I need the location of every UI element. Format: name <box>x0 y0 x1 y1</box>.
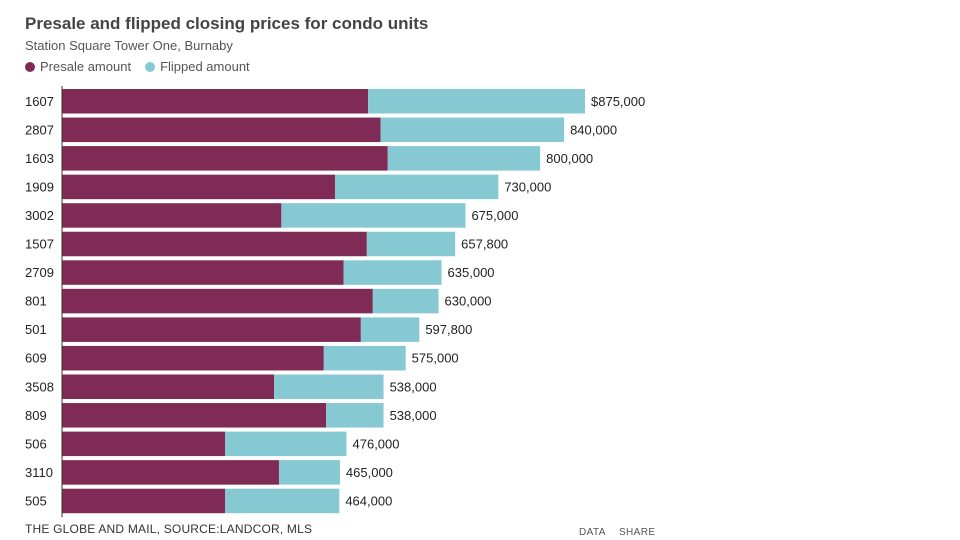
footer-links: DATA SHARE <box>579 527 665 538</box>
presale-bar <box>62 89 369 114</box>
presale-bar <box>62 203 282 228</box>
category-label: 3110 <box>25 465 53 480</box>
category-label: 506 <box>25 436 47 451</box>
flipped-bar <box>360 317 420 342</box>
presale-bar <box>62 260 344 285</box>
total-label: 800,000 <box>546 151 593 166</box>
total-label: 630,000 <box>445 294 492 309</box>
total-label: 657,800 <box>461 237 508 252</box>
legend-item-flipped: Flipped amount <box>145 59 250 74</box>
flipped-bar <box>335 174 499 200</box>
flipped-bar <box>326 403 384 428</box>
presale-bar <box>62 403 327 428</box>
flipped-bar <box>372 288 439 314</box>
flipped-bar <box>225 431 347 457</box>
presale-bar <box>62 117 381 143</box>
source-credit: THE GLOBE AND MAIL, SOURCE:LANDCOR, MLS <box>25 522 313 536</box>
total-label: 465,000 <box>346 465 393 480</box>
category-label: 501 <box>25 322 47 337</box>
presale-bar <box>62 374 275 399</box>
flipped-bar <box>274 374 384 399</box>
presale-bar <box>62 317 361 342</box>
total-label: 730,000 <box>504 179 551 194</box>
presale-bar <box>62 460 279 485</box>
category-label: 1507 <box>25 237 54 252</box>
flipped-bar <box>380 117 565 143</box>
legend: Presale amount Flipped amount <box>25 59 264 74</box>
total-label: 675,000 <box>471 208 518 223</box>
data-link[interactable]: DATA <box>579 527 606 538</box>
total-label: 840,000 <box>570 122 617 137</box>
total-label: 538,000 <box>390 408 437 423</box>
legend-item-presale: Presale amount <box>25 59 131 74</box>
total-label: 635,000 <box>448 265 495 280</box>
flipped-bar <box>366 231 456 257</box>
flipped-bar <box>387 146 541 171</box>
total-label: 464,000 <box>345 493 392 508</box>
total-label: $875,000 <box>591 94 645 109</box>
category-label: 1909 <box>25 179 54 194</box>
presale-bar <box>62 488 226 514</box>
presale-bar <box>62 231 367 257</box>
chart-title: Presale and flipped closing prices for c… <box>25 14 429 33</box>
flipped-bar <box>343 260 442 285</box>
flipped-bar <box>278 460 340 485</box>
total-label: 597,800 <box>425 322 472 337</box>
category-label: 2807 <box>25 122 54 137</box>
category-label: 609 <box>25 351 47 366</box>
total-label: 476,000 <box>353 436 400 451</box>
flipped-bar <box>368 89 585 114</box>
presale-bar <box>62 431 226 457</box>
category-label: 3002 <box>25 208 54 223</box>
category-label: 801 <box>25 294 47 309</box>
category-label: 505 <box>25 493 47 508</box>
legend-label-flipped: Flipped amount <box>160 59 250 74</box>
chart-subtitle: Station Square Tower One, Burnaby <box>25 38 233 53</box>
category-label: 2709 <box>25 265 54 280</box>
category-label: 1607 <box>25 94 54 109</box>
total-label: 575,000 <box>412 351 459 366</box>
share-link[interactable]: SHARE <box>618 527 656 538</box>
presale-swatch-icon <box>25 61 35 72</box>
legend-label-presale: Presale amount <box>40 59 132 74</box>
flipped-bar <box>281 203 466 228</box>
flipped-bar <box>323 345 406 371</box>
presale-bar <box>62 288 373 314</box>
presale-bar <box>62 345 324 371</box>
category-label: 3508 <box>25 379 54 394</box>
category-label: 1603 <box>25 151 54 166</box>
total-label: 538,000 <box>390 379 437 394</box>
flipped-swatch-icon <box>145 61 156 72</box>
presale-bar <box>62 174 336 200</box>
presale-bar <box>62 146 388 171</box>
category-label: 809 <box>25 408 47 423</box>
flipped-bar <box>225 488 340 514</box>
